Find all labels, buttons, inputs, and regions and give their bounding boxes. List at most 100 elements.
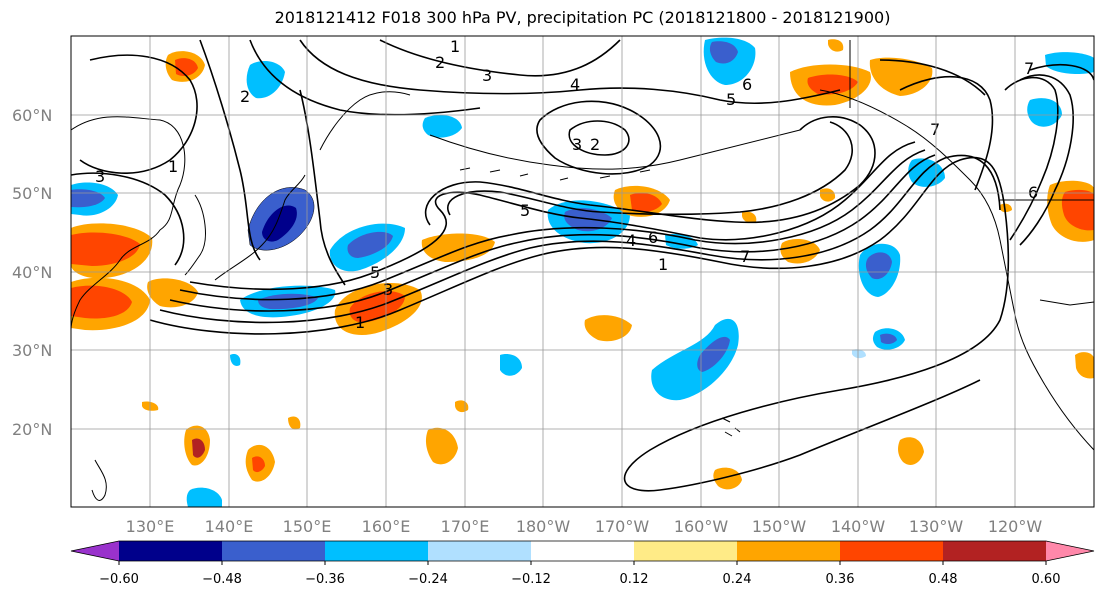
colorbar-segment [531, 541, 635, 561]
colorbar: −0.60 −0.48 −0.36 −0.24 −0.12 0.12 0.24 0.36 0.4… [70, 540, 1095, 587]
pv-contour-east-trough-2 [1004, 76, 1059, 241]
lon-label: 150°W [752, 517, 807, 536]
pv-contour-ridge-inner [568, 120, 630, 156]
colorbar-segment [428, 541, 532, 561]
pv-contour-jet-6 [424, 115, 876, 226]
lon-label: 170°E [441, 517, 490, 536]
colorbar-segment [634, 541, 738, 561]
anomaly-pos [288, 416, 301, 430]
lat-label: 60°N [12, 106, 52, 125]
pv-label: 7 [1024, 59, 1034, 78]
pv-label: 2 [590, 135, 600, 154]
map-frame [70, 35, 1095, 508]
pv-label: 7 [930, 120, 940, 139]
pv-contour-north-2 [299, 39, 841, 105]
colorbar-tick-label: −0.24 [408, 572, 448, 587]
pv-label: 1 [658, 255, 668, 274]
pv-contour-ridge [536, 100, 662, 175]
pv-label: 4 [626, 231, 636, 250]
pv-label: 6 [648, 228, 658, 247]
anomaly-pos [869, 57, 933, 96]
lon-label: 130°E [126, 517, 175, 536]
pv-label: 3 [383, 280, 393, 299]
lon-label: 140°W [831, 517, 886, 536]
colorbar-segment [222, 541, 326, 561]
lat-label: 30°N [12, 341, 52, 360]
pv-label: 6 [1028, 183, 1038, 202]
anomaly-neg [347, 231, 393, 258]
anomaly-neg [880, 333, 897, 345]
colorbar-extend-low [71, 541, 119, 561]
pv-label: 6 [742, 75, 752, 94]
coastline-japan [214, 174, 306, 281]
anomaly-neg [865, 252, 892, 280]
colorbar-tick-label: 0.36 [826, 572, 855, 587]
colorbar-segment [119, 541, 223, 561]
colorbar-tick-label: −0.60 [99, 572, 139, 587]
anomaly-pos-core [71, 232, 140, 266]
colorbar-segment [943, 541, 1047, 561]
anomaly-pos-core [807, 74, 858, 95]
coastline-korea [184, 194, 206, 276]
anomaly-pos [1000, 203, 1012, 213]
lon-label: 160°W [674, 517, 729, 536]
us-mexico-border [1039, 299, 1094, 306]
pv-contour-jet-3 [169, 154, 936, 312]
pv-label: 2 [435, 53, 445, 72]
anomaly-neg [852, 349, 866, 359]
latitude-labels: 60°N 50°N 40°N 30°N 20°N [12, 106, 52, 439]
anomaly-pos [820, 188, 836, 202]
lon-label: 120°W [988, 517, 1043, 536]
pv-label: 3 [482, 66, 492, 85]
anomaly-pos-core [252, 456, 265, 473]
lat-label: 20°N [12, 420, 52, 439]
anomaly-neg [230, 354, 241, 366]
lon-label: 180°W [516, 517, 571, 536]
pv-label: 3 [95, 167, 105, 186]
anomaly-neg [1027, 98, 1062, 127]
colorbar-extend-high [1046, 541, 1094, 561]
anomaly-neg [651, 318, 739, 401]
lon-label: 170°W [595, 517, 650, 536]
anomaly-pos [425, 427, 458, 465]
anomaly-neg [709, 41, 738, 64]
pv-label: 4 [570, 75, 580, 94]
pv-label: 7 [740, 247, 750, 266]
pv-label: 5 [726, 90, 736, 109]
coastline-asia [71, 116, 186, 331]
anomaly-neg [71, 189, 105, 208]
pv-label: 2 [240, 87, 250, 106]
pv-contour-jet-7 [447, 121, 854, 216]
pv-contour-labels: 1 2 3 4 5 6 7 3 2 1 5 3 1 4 6 7 5 6 7 3 … [95, 37, 1038, 332]
anomaly-neg-core [262, 205, 297, 242]
anomaly-neg [246, 60, 285, 99]
pv-label: 5 [370, 263, 380, 282]
colorbar-tick-label: −0.48 [202, 572, 242, 587]
colorbar-tick-label: 0.24 [723, 572, 752, 587]
anomaly-pos [584, 315, 632, 342]
anomaly-neg [697, 336, 730, 372]
colorbar-tick-label: −0.12 [511, 572, 551, 587]
pv-contour-alaska [879, 59, 986, 96]
colorbar-tick-label: −0.36 [305, 572, 345, 587]
lon-label: 150°E [283, 517, 332, 536]
anomaly-neg [422, 115, 462, 138]
gridlines [71, 36, 1094, 507]
anomaly-neg [186, 487, 222, 507]
colorbar-segment [737, 541, 841, 561]
pv-contour-west-trough [199, 39, 261, 261]
anomaly-neg [564, 208, 612, 232]
pv-contour-jet-5 [189, 141, 916, 291]
colorbar-tick-label: 0.12 [620, 572, 649, 587]
pv-label: 1 [450, 37, 460, 56]
precip-anomaly-shading [71, 37, 1094, 507]
pv-contour-east-trough-3 [1029, 64, 1094, 81]
pv-contour-ne-loop [899, 75, 994, 191]
anomaly-pos-core [192, 438, 205, 458]
pv-contour-north-3 [249, 39, 481, 116]
anomaly-neg [500, 354, 522, 376]
pv-contour-north-1 [379, 39, 621, 77]
pv-label: 1 [355, 313, 365, 332]
lat-label: 40°N [12, 263, 52, 282]
